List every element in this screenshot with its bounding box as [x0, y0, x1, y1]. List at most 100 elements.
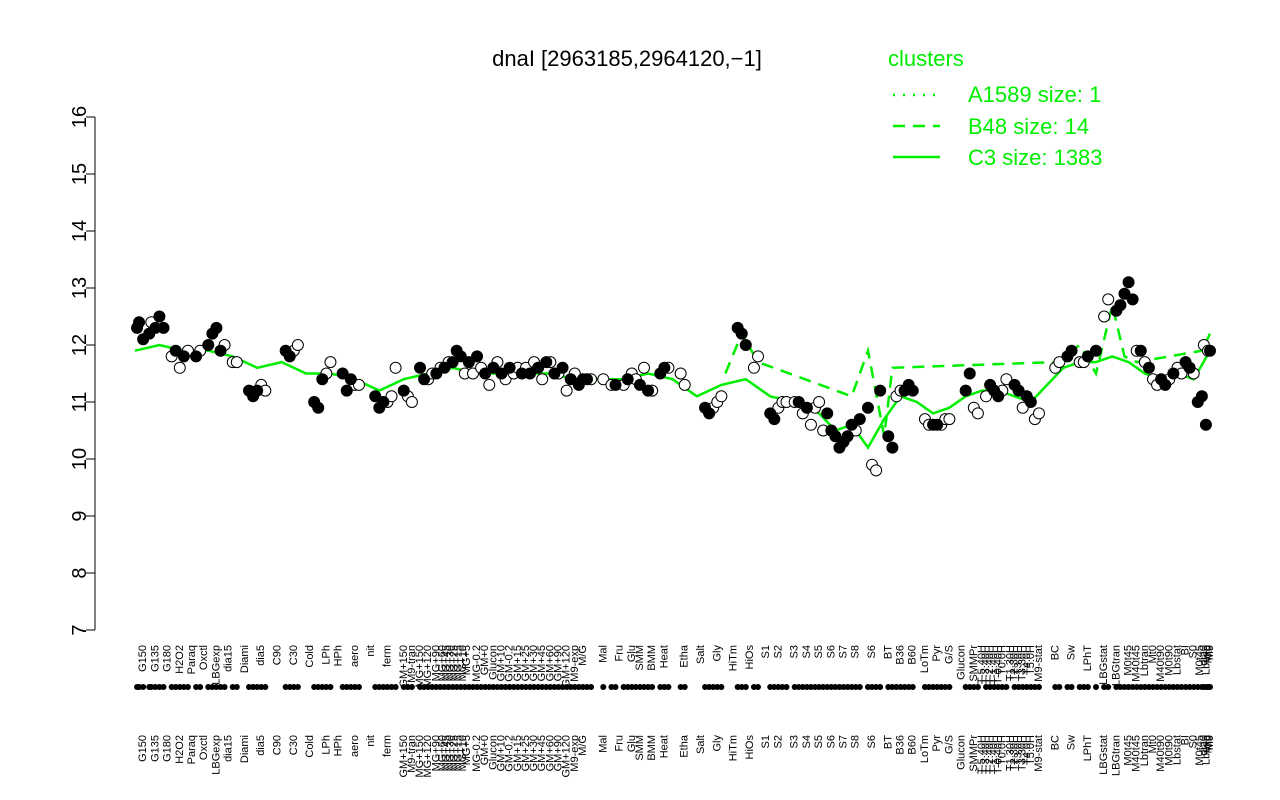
x-tick-label: GM-0.2 — [504, 735, 516, 772]
data-point-open — [971, 407, 984, 420]
x-tick-label: Salt — [695, 735, 707, 754]
x-tick-label: T-1.40H — [988, 735, 1000, 774]
data-point-filled — [1024, 396, 1037, 408]
x-rug-mark — [974, 684, 981, 690]
x-tick-label: Mt0 — [1202, 735, 1214, 753]
x-tick-label: S6 — [866, 645, 878, 658]
data-point-open — [1102, 293, 1115, 306]
x-tick-label: GM+60 — [544, 645, 556, 681]
x-tick-label: M/G — [577, 645, 589, 666]
data-point-filled — [642, 384, 655, 397]
x-tick-label: SMMPr — [968, 645, 980, 682]
data-point-filled — [532, 361, 545, 374]
x-tick-label: C90 — [272, 645, 284, 665]
x-rug-mark — [176, 684, 183, 690]
x-rug-mark — [649, 684, 656, 690]
x-rug-mark — [522, 684, 529, 690]
data-point-open — [385, 390, 398, 403]
data-point-open — [324, 356, 337, 369]
data-point-filled — [735, 327, 748, 340]
x-tick-label: MG+25 — [449, 735, 461, 771]
x-tick-label: Lbstat — [1171, 735, 1183, 765]
x-rug-mark — [547, 684, 554, 690]
x-rug-mark — [742, 684, 749, 690]
x-tick-label: S4 — [801, 645, 813, 658]
x-tick-label: Glucon — [487, 645, 499, 680]
data-point-filled — [609, 378, 622, 391]
data-point-filled — [153, 310, 166, 323]
data-point-filled — [487, 361, 500, 374]
x-tick-label: HiTm — [728, 735, 740, 761]
x-tick-label: BMM — [646, 735, 658, 761]
x-rug-mark — [327, 684, 334, 690]
x-tick-label: C30 — [288, 645, 300, 665]
x-tick-label: T3.30H — [1017, 735, 1029, 771]
x-tick-label: dia15 — [223, 645, 235, 672]
x-rug-mark — [600, 684, 607, 690]
x-tick-label: T1.30H — [1004, 735, 1016, 771]
data-point-open — [674, 367, 687, 380]
x-tick-label: T-0.40H — [992, 645, 1004, 684]
x-tick-label: GM+25 — [520, 645, 532, 681]
x-tick-label: GM+15 — [512, 645, 524, 681]
x-tick-label: T-1.40H — [988, 645, 1000, 684]
x-tick-label: dia0 — [1198, 735, 1210, 756]
x-tick-label: LoTm — [919, 735, 931, 763]
data-point-filled — [177, 350, 190, 363]
x-tick-label: S0 — [1188, 735, 1200, 748]
x-tick-label: GM+30 — [528, 645, 540, 681]
x-tick-label: B36 — [895, 735, 907, 755]
data-point-filled — [556, 361, 569, 374]
data-point-filled — [800, 401, 813, 414]
x-tick-label: S1 — [760, 645, 772, 658]
x-rug-mark — [1178, 684, 1185, 690]
data-point-filled — [190, 350, 203, 363]
x-tick-label: BC — [1049, 735, 1061, 750]
x-tick-label: T-2.40H — [984, 645, 996, 684]
x-tick-label: HiOs — [744, 645, 756, 670]
data-point-filled — [503, 361, 516, 374]
x-rug-mark — [355, 684, 362, 690]
legend: clusters A1589 size: 1 B48 size: 14 C3 s… — [888, 46, 1103, 170]
x-tick-label: LBGtran — [1110, 645, 1122, 686]
x-rug-mark — [783, 684, 790, 690]
y-tick-label: 9 — [69, 510, 91, 521]
x-tick-label: T3.0H — [1013, 735, 1025, 765]
x-rug-mark — [1204, 684, 1211, 690]
x-rug-mark — [555, 684, 562, 690]
x-tick-label: T-5.40H — [976, 735, 988, 774]
x-rug-mark — [197, 684, 204, 690]
data-point-filled — [580, 373, 593, 386]
data-point-filled — [1199, 418, 1212, 431]
x-tick-label: M9-tran — [406, 645, 418, 683]
data-point-filled — [1159, 378, 1172, 391]
x-rug-mark — [294, 684, 301, 690]
x-rug-mark — [620, 684, 627, 690]
x-tick-label: M9-tran — [406, 735, 418, 773]
data-point-open — [1098, 310, 1111, 323]
x-tick-label: dia15 — [223, 735, 235, 762]
data-point-filled — [874, 384, 887, 397]
x-rug-mark — [514, 684, 521, 690]
x-tick-label: MG+90 — [430, 735, 442, 771]
data-point-filled — [430, 367, 443, 380]
legend-title: clusters — [888, 46, 964, 71]
x-tick-label: aero — [349, 735, 361, 757]
x-rug-mark — [1166, 684, 1173, 690]
x-rug-mark — [640, 684, 647, 690]
data-point-filled — [1134, 344, 1147, 357]
x-tick-label: T5.0H — [1025, 645, 1037, 675]
x-tick-label: GM+30 — [528, 735, 540, 771]
x-tick-label: MG+45 — [441, 645, 453, 681]
x-rug-mark — [1092, 684, 1099, 690]
x-tick-label: Heat — [658, 645, 670, 668]
x-tick-label: M0t45 — [1123, 735, 1135, 766]
x-tick-label: T2.30H — [1009, 735, 1021, 771]
data-point-open — [291, 339, 304, 351]
x-tick-label: G/S — [943, 645, 955, 664]
data-point-open — [747, 361, 760, 374]
x-rug-mark — [168, 684, 175, 690]
x-rug-mark — [1035, 684, 1042, 690]
data-point-filled — [133, 316, 146, 329]
